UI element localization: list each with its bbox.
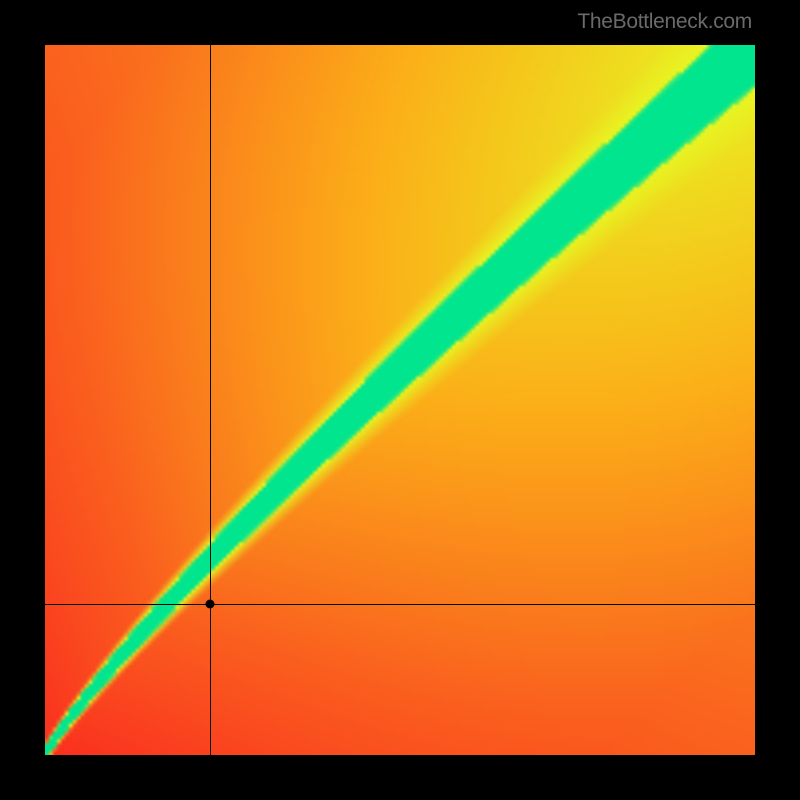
watermark-text: TheBottleneck.com [577, 10, 752, 34]
crosshair-vertical [210, 45, 211, 755]
selected-point-marker [205, 600, 214, 609]
crosshair-horizontal [45, 604, 755, 605]
bottleneck-heatmap [45, 45, 755, 755]
heatmap-canvas [45, 45, 755, 755]
